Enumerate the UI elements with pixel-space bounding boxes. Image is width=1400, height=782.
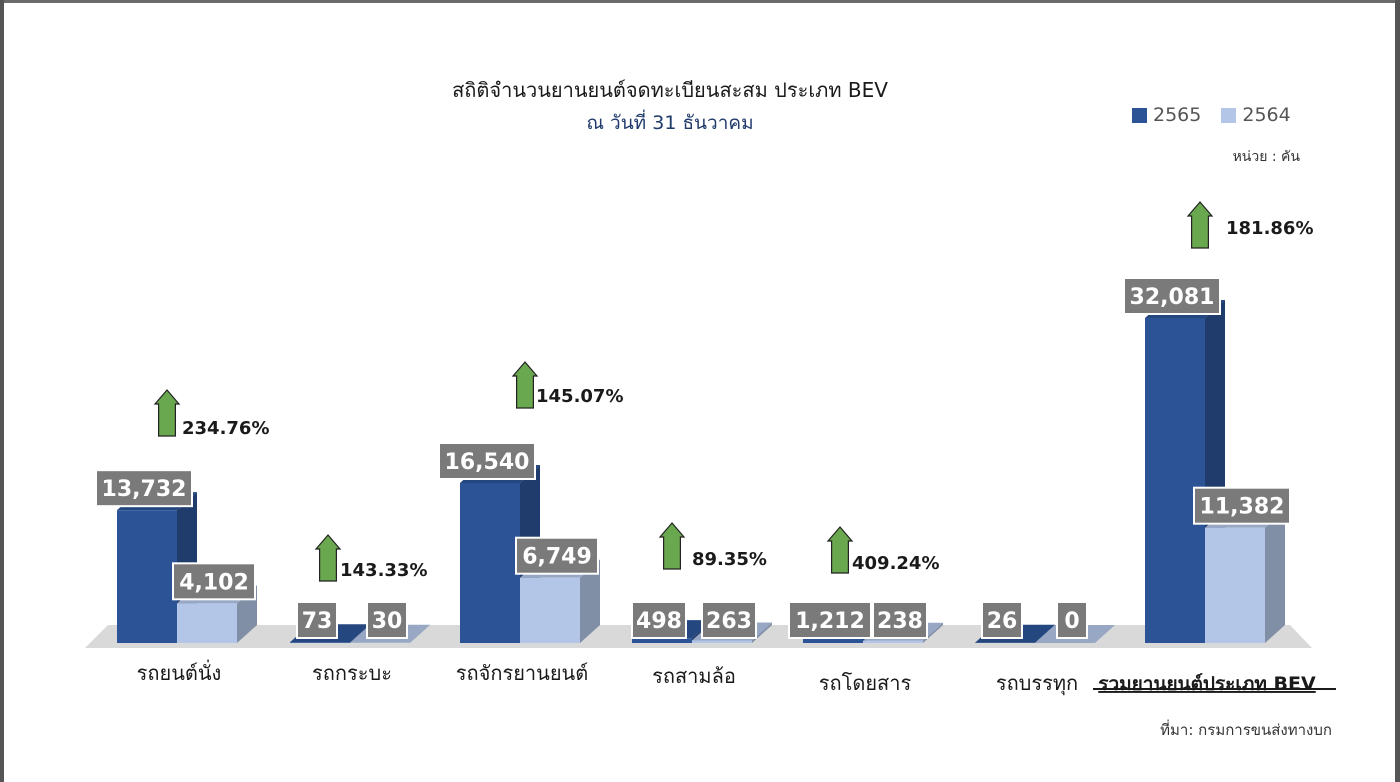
source-note: ที่มา: กรมการขนส่งทางบก — [1160, 721, 1332, 739]
value-label-2565-4: 1,212 — [788, 601, 872, 639]
bar-2565-1 — [290, 642, 350, 643]
window-border-left — [0, 0, 4, 782]
bar-2565-5-side — [1035, 624, 1055, 643]
legend-item-2565: 2565 — [1132, 104, 1201, 126]
value-label-2564-5: 0 — [1056, 601, 1088, 639]
category-label-4: รถโดยสาร — [819, 671, 912, 695]
value-label-2565-3-text: 498 — [636, 609, 682, 634]
value-label-2564-3-text: 263 — [706, 609, 752, 634]
category-label-0: รถยนต์นั่ง — [137, 659, 222, 685]
growth-arrow-2 — [511, 361, 539, 409]
bar-2564-6 — [1205, 527, 1265, 643]
value-label-2565-4-bg — [788, 601, 872, 639]
value-label-2564-3-bg — [701, 601, 757, 639]
category-label-5: รถบรรทุก — [996, 671, 1078, 696]
value-label-2565-0: 13,732 — [95, 469, 193, 508]
growth-label-0: 234.76% — [182, 418, 270, 439]
category-label-1: รถกระบะ — [312, 661, 392, 685]
value-label-2564-2-text: 6,749 — [522, 545, 592, 570]
bar-2564-0 — [177, 603, 237, 643]
window-border-top — [0, 0, 1400, 3]
growth-label-6: 181.86% — [1226, 218, 1314, 239]
value-label-2565-5-bg — [981, 601, 1023, 639]
growth-label-1: 143.33% — [340, 560, 428, 581]
value-label-2565-3: 498 — [631, 601, 687, 639]
value-label-2565-0-text: 13,732 — [102, 477, 187, 502]
value-label-2565-2-bg — [438, 442, 536, 480]
value-label-2564-0-text: 4,102 — [179, 570, 249, 595]
category-label-2: รถจักรยานยนต์ — [456, 661, 588, 685]
growth-label-4: 409.24% — [852, 553, 940, 574]
value-label-2564-6: 11,382 — [1193, 486, 1291, 525]
value-label-2564-0: 4,102 — [172, 562, 256, 601]
value-label-2565-1-text: 73 — [302, 609, 333, 634]
legend-label-2565: 2565 — [1153, 104, 1202, 126]
value-label-2565-5: 26 — [981, 601, 1023, 639]
growth-arrow-4 — [826, 526, 854, 574]
value-label-2564-3: 263 — [701, 601, 757, 639]
bar-2565-3 — [632, 638, 692, 643]
value-label-2565-6-text: 32,081 — [1130, 285, 1215, 310]
value-label-2564-4-bg — [872, 601, 928, 639]
chart-subtitle: ณ วันที่ 31 ธันวาคม — [586, 112, 754, 134]
value-label-2564-1-bg — [366, 601, 408, 639]
value-label-2564-5-text: 0 — [1064, 609, 1079, 634]
value-label-2564-4-text: 238 — [877, 609, 923, 634]
legend-swatch-2564 — [1221, 107, 1237, 123]
value-label-2565-2: 16,540 — [438, 442, 536, 480]
value-label-2564-5-bg — [1056, 601, 1088, 639]
category-label-6: รวมยานยนต์ประเภท BEV — [1098, 673, 1316, 695]
chart-legend: 2565 2564 — [1132, 104, 1311, 126]
bar-2564-3 — [692, 640, 752, 643]
window-border-right — [1395, 0, 1400, 782]
growth-label-2: 145.07% — [536, 386, 624, 407]
bar-2564-4 — [863, 640, 923, 643]
growth-label-3: 89.35% — [692, 549, 767, 570]
legend-label-2564: 2564 — [1242, 104, 1291, 126]
value-label-2565-0-bg — [95, 469, 193, 508]
bar-2565-2 — [460, 483, 520, 643]
value-label-2564-6-text: 11,382 — [1200, 495, 1285, 520]
growth-arrow-6 — [1186, 201, 1214, 249]
value-label-2564-1: 30 — [366, 601, 408, 639]
value-label-2564-4: 238 — [872, 601, 928, 639]
value-label-2564-6-bg — [1193, 486, 1291, 525]
bar-2565-6 — [1145, 318, 1205, 643]
value-label-2564-0-bg — [172, 562, 256, 601]
bar-2564-2-side — [580, 559, 600, 643]
value-label-2565-6: 32,081 — [1123, 277, 1221, 315]
growth-arrow-0 — [153, 389, 181, 437]
chart-title: สถิติจำนวนยานยนต์จดทะเบียนสะสม ประเภท BE… — [452, 78, 888, 102]
value-label-2565-1: 73 — [296, 601, 338, 639]
value-label-2564-2: 6,749 — [515, 536, 599, 575]
bar-2564-6-side — [1265, 509, 1285, 643]
unit-label: หน่วย : คัน — [1232, 149, 1300, 165]
category-label-3: รถสามล้อ — [652, 664, 736, 688]
growth-arrow-3 — [658, 522, 686, 570]
value-label-2564-1-text: 30 — [372, 609, 403, 634]
bar-2565-0 — [117, 510, 177, 643]
value-label-2564-2-bg — [515, 536, 599, 575]
value-label-2565-5-text: 26 — [987, 609, 1018, 634]
value-label-2565-3-bg — [631, 601, 687, 639]
legend-item-2564: 2564 — [1221, 104, 1291, 126]
bar-2564-1-side — [410, 624, 430, 643]
value-label-2565-2-text: 16,540 — [445, 450, 530, 475]
growth-arrow-1 — [314, 534, 342, 582]
value-label-2565-6-bg — [1123, 277, 1221, 315]
legend-swatch-2565 — [1132, 107, 1147, 123]
bar-2564-2 — [520, 577, 580, 643]
value-label-2565-4-text: 1,212 — [795, 609, 865, 634]
value-label-2565-1-bg — [296, 601, 338, 639]
